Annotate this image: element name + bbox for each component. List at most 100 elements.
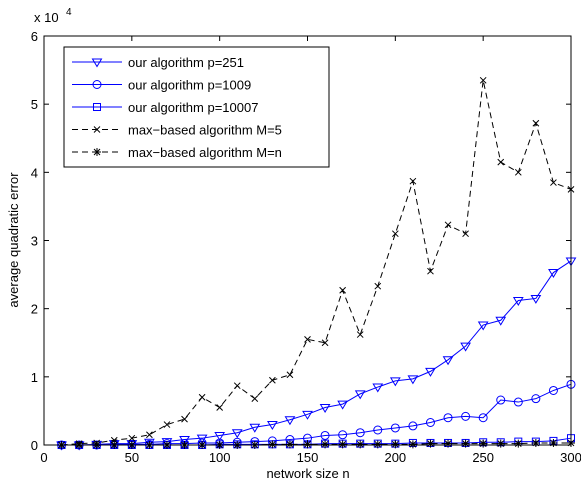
marker bbox=[532, 119, 540, 127]
y-tick-label: 5 bbox=[31, 97, 38, 112]
legend-label: our algorithm p=10007 bbox=[128, 100, 258, 115]
marker bbox=[268, 440, 277, 449]
marker bbox=[391, 440, 400, 449]
marker bbox=[427, 267, 434, 275]
marker bbox=[373, 440, 382, 449]
marker bbox=[460, 342, 471, 352]
marker bbox=[93, 148, 101, 156]
marker bbox=[425, 418, 435, 428]
marker bbox=[495, 316, 507, 326]
y-tick-label: 4 bbox=[31, 165, 38, 180]
marker bbox=[339, 286, 346, 294]
x-tick-label: 150 bbox=[297, 450, 319, 465]
marker bbox=[304, 335, 311, 343]
axes-box bbox=[43, 35, 572, 446]
marker bbox=[390, 423, 400, 433]
marker bbox=[530, 294, 542, 304]
marker bbox=[286, 371, 294, 379]
marker bbox=[216, 404, 224, 411]
marker bbox=[514, 168, 522, 176]
marker bbox=[321, 339, 329, 347]
marker bbox=[320, 430, 330, 440]
marker bbox=[321, 440, 330, 449]
marker bbox=[479, 439, 488, 448]
marker bbox=[337, 400, 349, 410]
marker bbox=[444, 439, 453, 448]
marker bbox=[284, 416, 296, 426]
series bbox=[58, 76, 575, 449]
marker bbox=[497, 158, 505, 166]
series-line bbox=[61, 80, 572, 446]
marker bbox=[231, 429, 243, 439]
marker bbox=[549, 438, 558, 447]
marker bbox=[426, 439, 435, 448]
marker bbox=[338, 440, 347, 449]
marker bbox=[355, 428, 365, 438]
marker bbox=[461, 439, 470, 448]
marker bbox=[251, 395, 259, 403]
x-tick-label: 250 bbox=[472, 450, 494, 465]
marker bbox=[269, 376, 276, 384]
marker bbox=[356, 331, 364, 338]
marker bbox=[444, 221, 452, 229]
legend: our algorithm p=251 our algorithm p=1009 o… bbox=[63, 46, 330, 168]
legend-label: max−based algorithm M=5 bbox=[128, 123, 282, 138]
marker bbox=[407, 375, 419, 385]
marker bbox=[478, 413, 488, 423]
marker bbox=[391, 230, 399, 238]
y-axis-label: average quadratic error bbox=[6, 172, 21, 308]
marker bbox=[548, 385, 558, 395]
legend-label: our algorithm p=1009 bbox=[128, 78, 251, 93]
y-tick-label: 6 bbox=[31, 29, 38, 44]
x-tick-label: 50 bbox=[125, 450, 139, 465]
y-tick-label: 2 bbox=[31, 302, 38, 317]
marker bbox=[163, 421, 171, 428]
marker bbox=[461, 411, 471, 421]
marker bbox=[91, 58, 103, 68]
marker bbox=[266, 421, 278, 431]
marker bbox=[110, 436, 118, 444]
y-scale-label: x 10 bbox=[34, 10, 59, 25]
marker bbox=[214, 431, 226, 441]
marker bbox=[233, 382, 241, 390]
marker bbox=[389, 377, 401, 387]
marker bbox=[408, 440, 417, 449]
marker bbox=[479, 76, 487, 84]
marker bbox=[477, 321, 489, 331]
marker bbox=[550, 179, 557, 186]
marker bbox=[319, 404, 331, 413]
marker bbox=[93, 103, 101, 111]
x-axis-label: network size n bbox=[266, 466, 349, 481]
marker bbox=[373, 425, 383, 435]
marker bbox=[496, 439, 505, 448]
marker bbox=[302, 410, 313, 420]
y-tick-label: 1 bbox=[31, 370, 38, 385]
marker bbox=[285, 440, 294, 449]
marker bbox=[372, 383, 384, 393]
marker bbox=[512, 296, 524, 306]
x-tick-label: 100 bbox=[209, 450, 231, 465]
marker bbox=[443, 413, 453, 423]
marker bbox=[374, 282, 382, 290]
marker bbox=[93, 126, 101, 133]
marker bbox=[409, 177, 417, 185]
marker bbox=[531, 394, 541, 404]
marker bbox=[354, 390, 366, 400]
marker bbox=[531, 438, 540, 447]
marker bbox=[514, 439, 523, 448]
x-tick-label: 0 bbox=[40, 450, 47, 465]
marker bbox=[356, 440, 365, 449]
marker bbox=[249, 423, 261, 433]
marker bbox=[303, 440, 312, 449]
marker bbox=[442, 356, 454, 366]
marker bbox=[92, 80, 102, 89]
legend-label: max−based algorithm M=n bbox=[128, 145, 282, 160]
marker bbox=[408, 421, 418, 431]
marker bbox=[146, 431, 153, 439]
marker bbox=[128, 434, 136, 442]
y-tick-label: 3 bbox=[31, 234, 38, 249]
x-tick-label: 300 bbox=[560, 450, 581, 465]
marker bbox=[548, 269, 559, 279]
marker bbox=[198, 393, 206, 401]
